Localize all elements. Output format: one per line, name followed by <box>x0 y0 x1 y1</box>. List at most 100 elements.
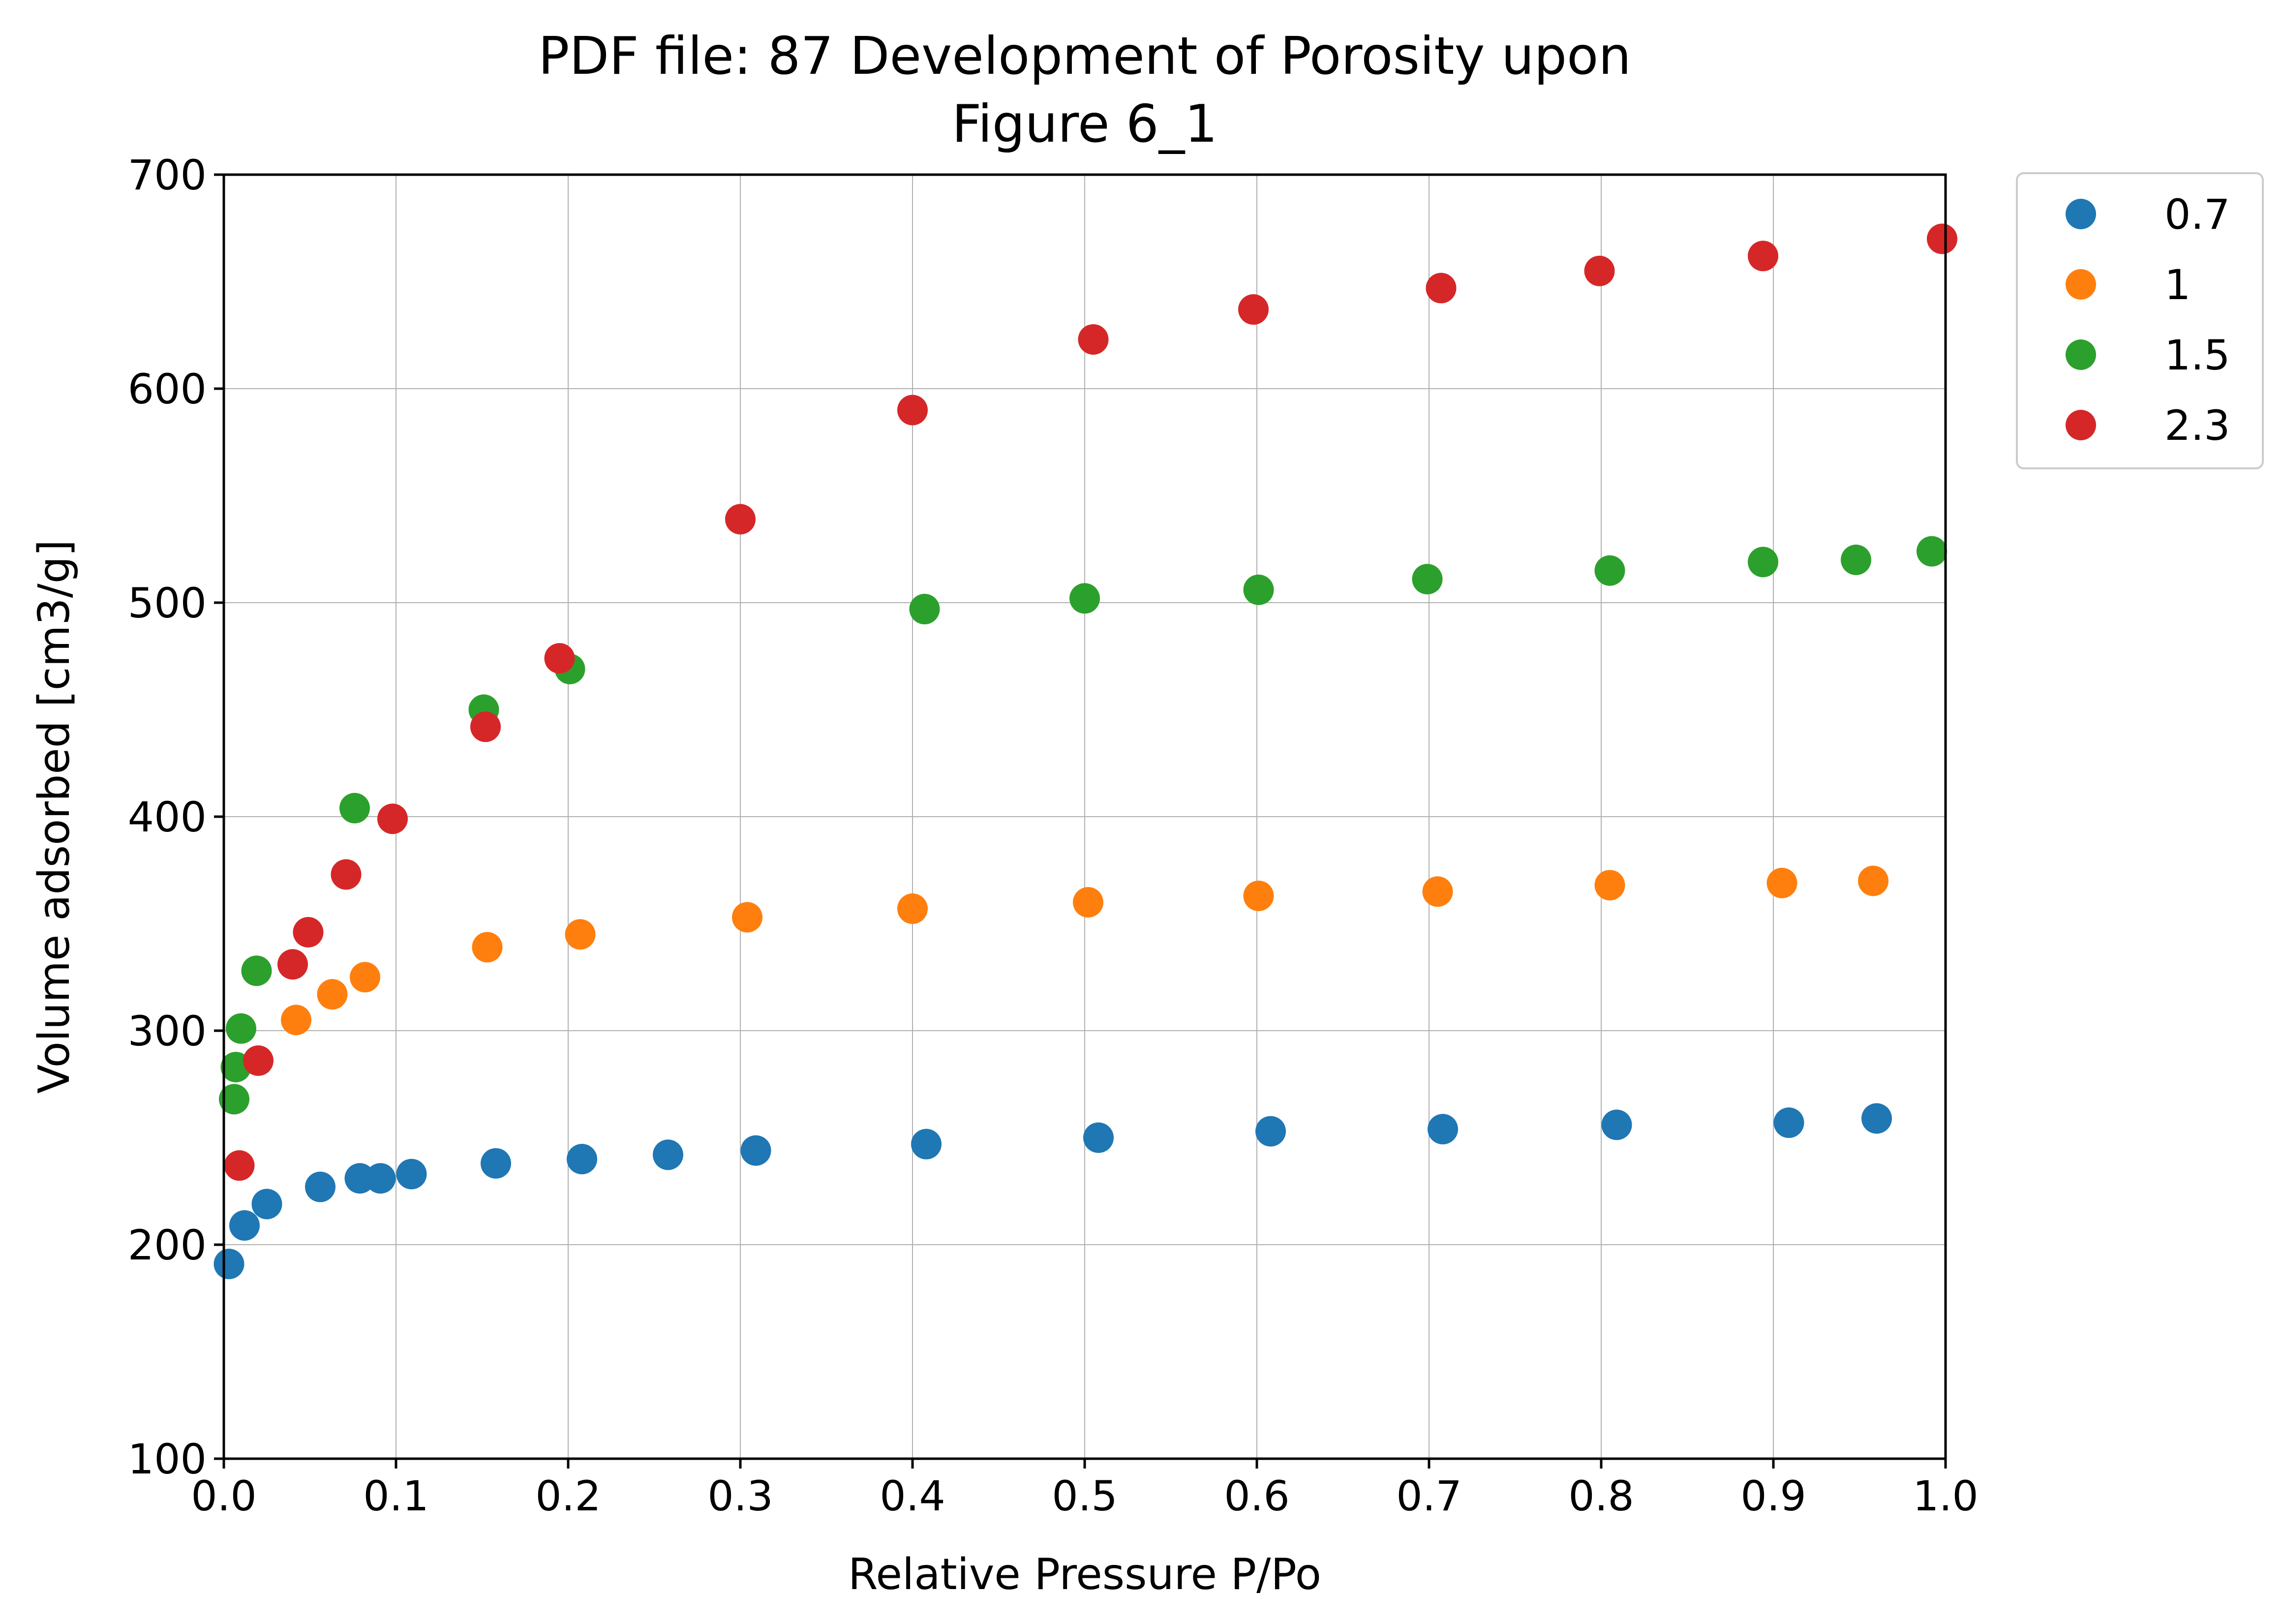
data-point <box>243 1045 274 1076</box>
y-tick-label: 300 <box>128 1007 207 1055</box>
x-axis-ticks: 0.0 0.1 0.2 0.3 0.4 0.5 0.6 0.7 0.8 0.9 1.0 <box>191 1459 1979 1520</box>
x-tick-label: 0.3 <box>707 1472 773 1520</box>
data-point <box>224 1150 255 1181</box>
data-point <box>481 1148 511 1179</box>
legend-label: 1.5 <box>2164 331 2230 379</box>
data-point <box>1073 887 1103 918</box>
data-point <box>281 1005 311 1036</box>
data-point <box>1841 545 1871 575</box>
data-point <box>1773 1107 1804 1138</box>
series-0.7 <box>213 1103 1892 1280</box>
y-tick-label: 500 <box>128 579 207 627</box>
legend-marker <box>2066 199 2096 229</box>
data-point <box>251 1189 282 1220</box>
data-point <box>472 932 503 963</box>
grid-lines <box>223 174 1946 1459</box>
y-axis-label: Volume adsorbed [cm3/g] <box>29 540 79 1094</box>
series-2.3 <box>224 223 1957 1181</box>
x-tick-label: 0.5 <box>1052 1472 1118 1520</box>
data-point <box>1078 324 1109 355</box>
x-tick-label: 1.0 <box>1913 1472 1979 1520</box>
x-tick-label: 0.8 <box>1568 1472 1634 1520</box>
legend-box <box>2016 172 2264 469</box>
legend-marker <box>2066 269 2096 300</box>
data-point <box>305 1171 335 1202</box>
data-point <box>213 1249 244 1280</box>
data-point <box>1917 536 1947 567</box>
data-point <box>1858 865 1888 896</box>
data-point <box>1748 241 1778 272</box>
x-tick-label: 0.4 <box>880 1472 945 1520</box>
y-tick-label: 600 <box>128 365 207 413</box>
data-point <box>350 962 380 993</box>
data-point <box>653 1139 683 1170</box>
legend-label: 1 <box>2164 261 2191 309</box>
legend-items: 0.7 1 1.5 2.3 <box>2066 190 2230 450</box>
x-tick-label: 0.7 <box>1396 1472 1462 1520</box>
data-point <box>1426 273 1457 304</box>
legend-marker <box>2066 339 2096 370</box>
data-point <box>897 395 928 426</box>
data-point <box>396 1159 427 1190</box>
data-point <box>1428 1114 1458 1145</box>
data-point <box>1255 1116 1286 1147</box>
chart-subtitle: Figure 6_1 <box>952 94 1218 154</box>
data-point <box>241 955 272 986</box>
data-point <box>365 1163 396 1194</box>
data-point <box>1584 255 1615 286</box>
data-point <box>377 803 408 834</box>
data-point <box>1594 555 1625 586</box>
data-point <box>219 1084 249 1115</box>
x-tick-label: 0.9 <box>1740 1472 1806 1520</box>
data-point <box>1243 574 1274 605</box>
data-point <box>565 919 596 950</box>
data-points <box>213 223 1957 1280</box>
data-point <box>1069 583 1100 614</box>
data-point <box>1766 867 1797 898</box>
data-point <box>1238 294 1269 325</box>
data-point <box>1594 870 1625 901</box>
data-point <box>567 1144 597 1174</box>
y-tick-label: 700 <box>128 151 207 199</box>
data-point <box>897 893 928 924</box>
data-point <box>911 1129 942 1160</box>
legend-marker <box>2066 410 2096 440</box>
data-point <box>229 1210 260 1241</box>
y-tick-label: 400 <box>128 793 207 841</box>
data-point <box>732 902 762 933</box>
chart-title-group: PDF file: 87 Development of Porosity upo… <box>538 26 1631 154</box>
chart-title: PDF file: 87 Development of Porosity upo… <box>538 26 1631 86</box>
data-point <box>1601 1109 1632 1140</box>
data-point <box>1083 1122 1114 1153</box>
x-tick-label: 0.2 <box>535 1472 601 1520</box>
data-point <box>339 793 370 824</box>
series-1.5 <box>219 536 1947 1115</box>
data-point <box>1927 223 1957 254</box>
legend-label: 0.7 <box>2164 190 2230 239</box>
x-tick-label: 0.0 <box>191 1472 257 1520</box>
data-point <box>1422 876 1453 907</box>
data-point <box>740 1135 771 1166</box>
data-point <box>1861 1103 1892 1134</box>
data-point <box>293 917 324 948</box>
data-point <box>277 949 308 980</box>
data-point <box>544 643 575 674</box>
series-1 <box>281 865 1888 1036</box>
x-tick-label: 0.1 <box>363 1472 429 1520</box>
data-point <box>1748 547 1778 578</box>
data-point <box>1243 880 1274 911</box>
data-point <box>226 1013 256 1044</box>
data-point <box>317 979 348 1010</box>
y-tick-label: 200 <box>128 1221 207 1269</box>
data-point <box>331 859 362 890</box>
y-tick-label: 100 <box>128 1435 207 1483</box>
data-point <box>725 504 756 535</box>
x-tick-label: 0.6 <box>1224 1472 1290 1520</box>
data-point <box>470 711 501 742</box>
data-point <box>1412 564 1443 595</box>
x-axis-label: Relative Pressure P/Po <box>848 1549 1321 1599</box>
y-axis-ticks: 100 200 300 400 500 600 700 <box>128 151 224 1483</box>
data-point <box>909 594 940 625</box>
legend-label: 2.3 <box>2164 401 2230 450</box>
